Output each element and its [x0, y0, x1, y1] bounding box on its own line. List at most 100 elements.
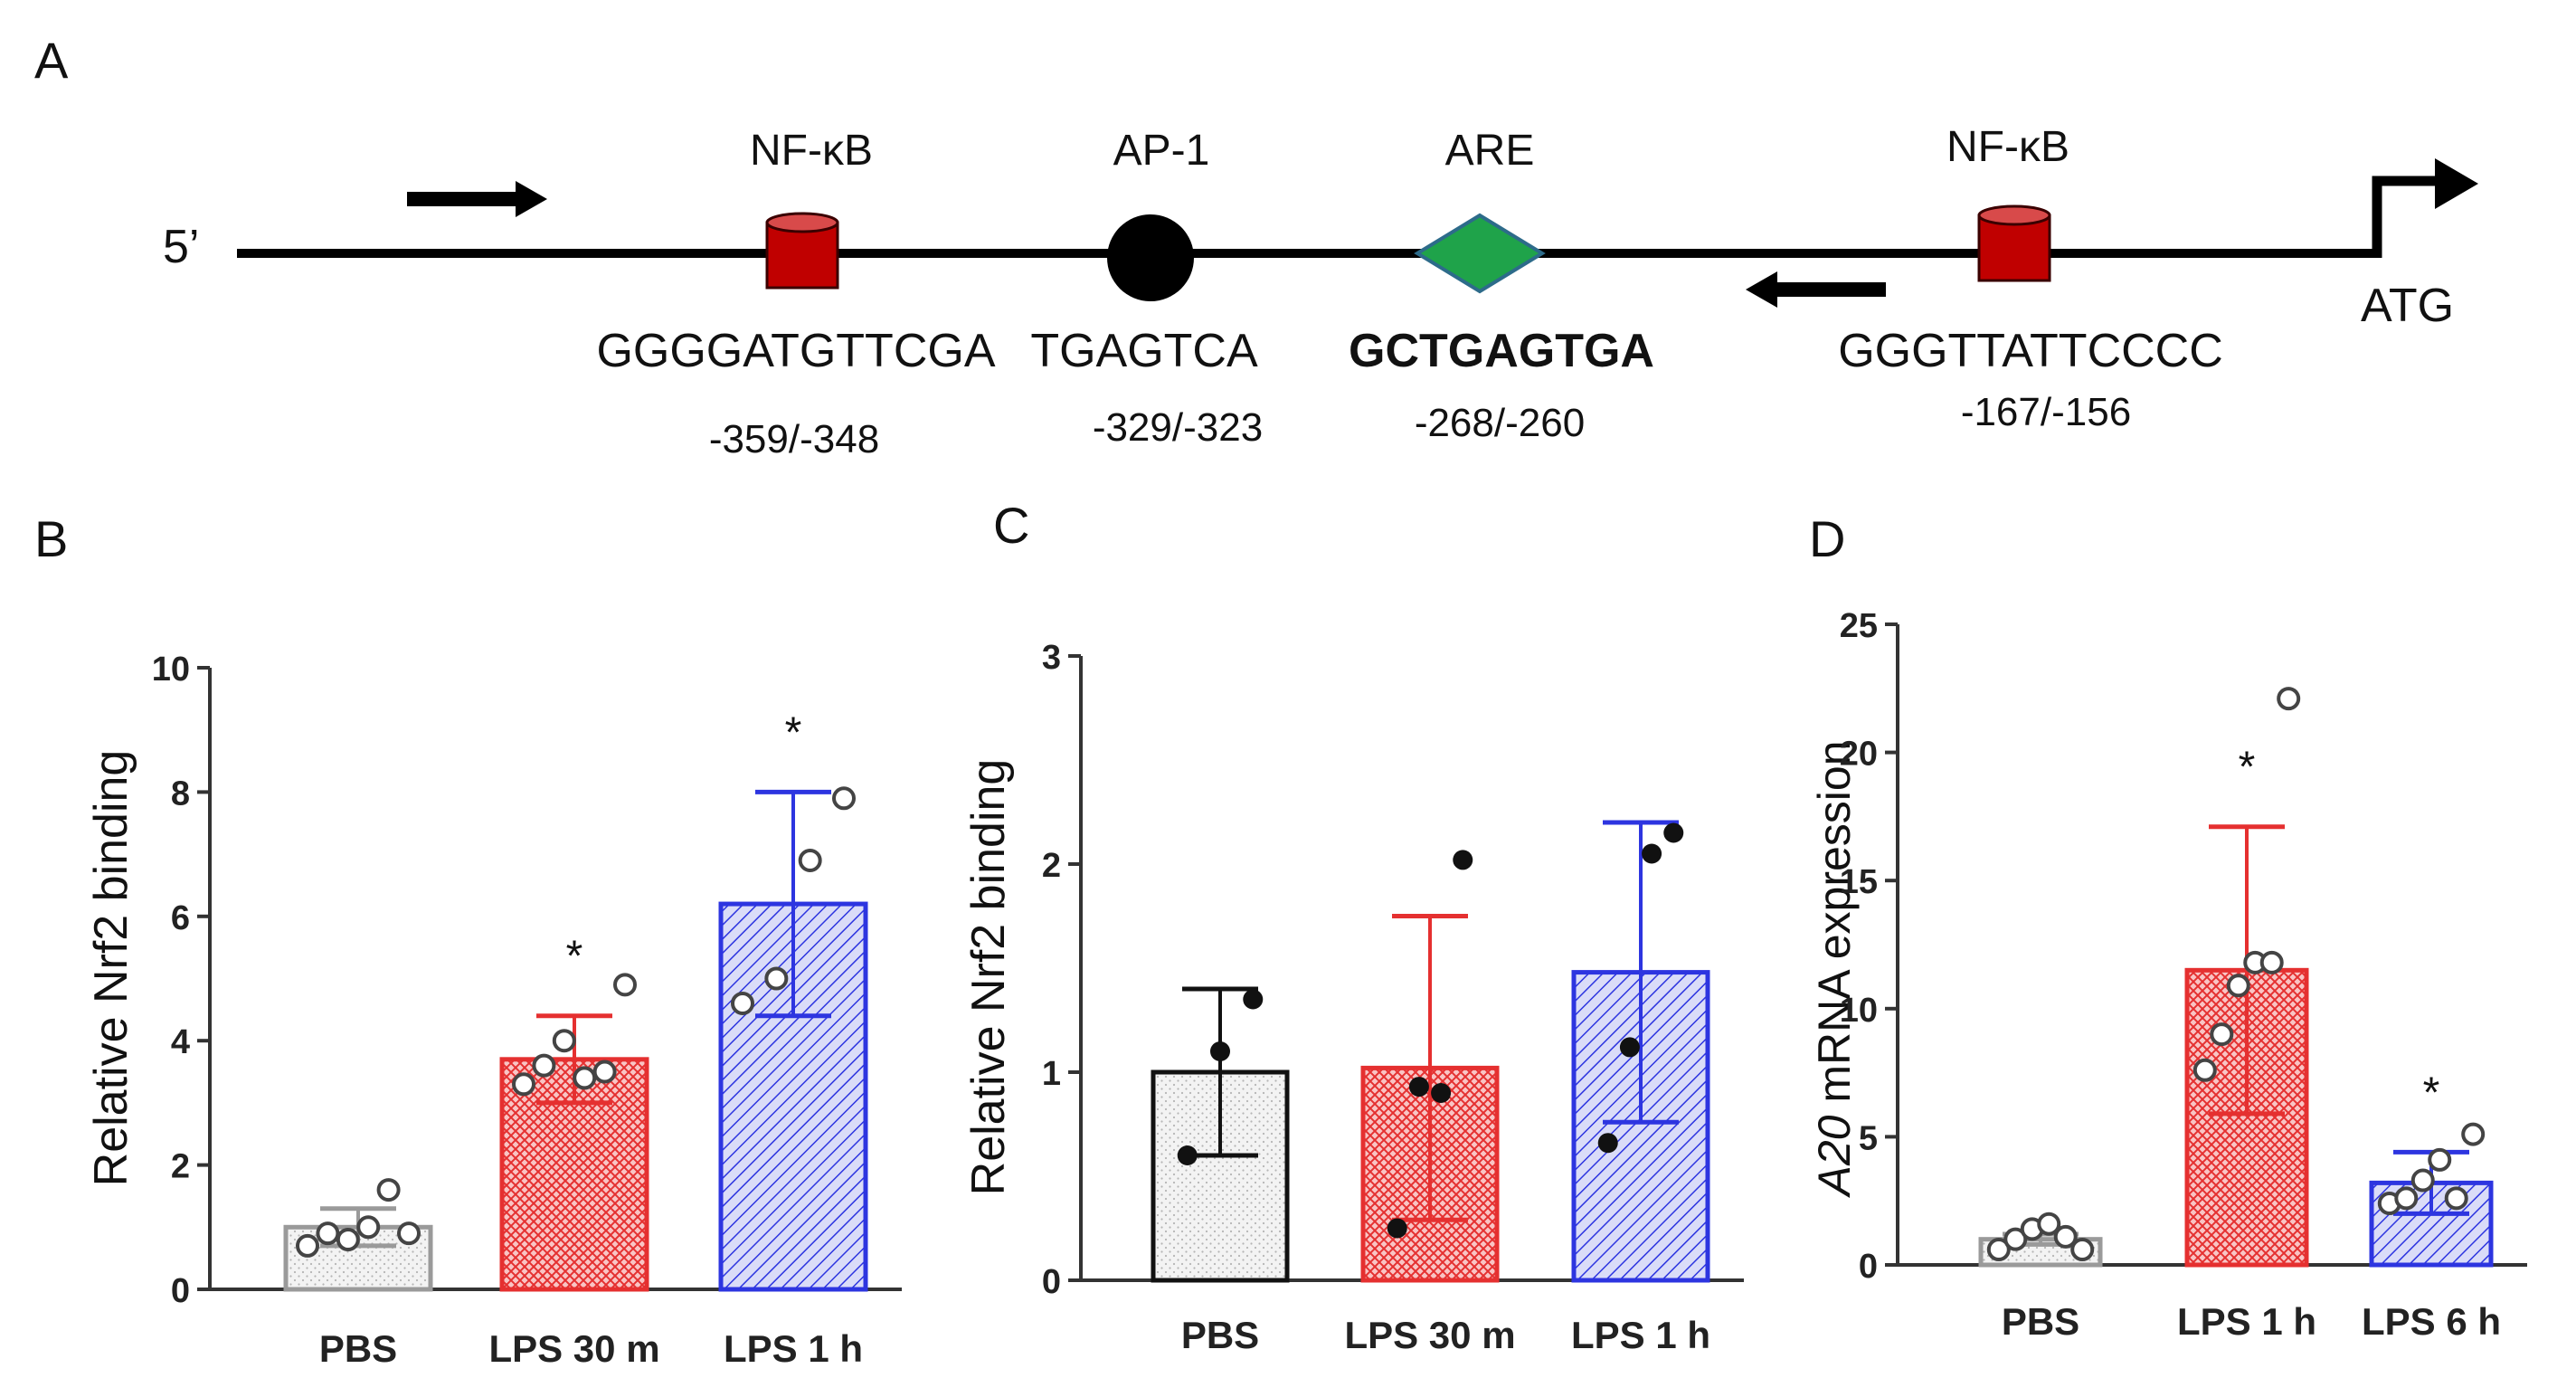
data-point [573, 1066, 597, 1090]
nfkb-site-2: NF-κB GGGTTATTCCCC -167/-156 [1838, 123, 2223, 434]
data-point [397, 1221, 421, 1246]
data-point [512, 1072, 535, 1097]
data-point [764, 966, 789, 991]
promoter-diagram: A 5’ ATG NF-κB GGGGATGTTCGA -359/-348 AP… [34, 32, 2478, 461]
data-point [1597, 1133, 1618, 1154]
five-prime-label: 5’ [163, 221, 199, 273]
data-point [2210, 1022, 2234, 1047]
panel-label-b: B [34, 510, 68, 567]
ap1-site: AP-1 TGAGTCA -329/-323 [1030, 127, 1263, 450]
x-tick-label: PBS [1181, 1314, 1259, 1356]
y-tick-label: 20 [1840, 736, 1878, 774]
y-axis-label: Relative Nrf2 binding [85, 750, 137, 1187]
y-tick-label: 10 [152, 651, 190, 689]
data-point [356, 1215, 381, 1240]
data-point [2053, 1224, 2078, 1249]
data-point [1619, 1037, 1640, 1058]
data-point [1453, 850, 1473, 870]
circle-icon [1107, 214, 1194, 301]
y-axis-label: Relative Nrf2 binding [962, 759, 1015, 1196]
data-point [376, 1178, 401, 1202]
data-point [336, 1228, 360, 1252]
data-point [592, 1060, 617, 1084]
data-point [1642, 843, 1662, 864]
site-position: -359/-348 [709, 417, 879, 461]
significance-star: * [2239, 744, 2256, 792]
site-name: ARE [1445, 127, 1535, 175]
x-tick-label: LPS 30 m [488, 1327, 659, 1370]
cylinder-top [1977, 204, 2051, 226]
nfkb-site-1: NF-κB GGGGATGTTCGA -359/-348 [596, 127, 995, 461]
data-point [1431, 1083, 1452, 1103]
site-sequence: TGAGTCA [1030, 325, 1258, 377]
data-point [731, 991, 754, 1015]
data-point [2277, 687, 2301, 711]
data-point [316, 1221, 340, 1246]
data-point [613, 973, 637, 997]
tss-arrowhead-icon [2435, 158, 2478, 209]
data-point [2003, 1227, 2028, 1251]
y-tick-label: 4 [171, 1023, 190, 1061]
are-site: ARE GCTGAGTGA -268/-260 [1349, 127, 1654, 445]
data-point [1210, 1041, 1230, 1061]
site-name: AP-1 [1113, 127, 1210, 175]
chart-d: A20 mRNA expression 0 5 10 15 20 25 PBS * LPS 1 … [1809, 607, 2527, 1343]
y-tick-label: 15 [1840, 863, 1878, 901]
atg-label: ATG [2361, 280, 2454, 332]
y-tick-label: 5 [1859, 1119, 1878, 1157]
significance-star: * [785, 708, 802, 756]
data-point [2226, 974, 2250, 998]
y-tick-label: 0 [1859, 1248, 1878, 1286]
y-tick-label: 8 [171, 775, 190, 813]
data-point [2428, 1147, 2452, 1172]
data-point [552, 1029, 576, 1053]
chart-b: Relative Nrf2 binding 0 2 4 6 8 10 PBS * LPS 30 … [85, 651, 902, 1370]
y-tick-label: 0 [171, 1272, 190, 1310]
y-axis-label-rest: mRNA expression [1809, 740, 1860, 1115]
x-tick-label: PBS [319, 1327, 397, 1370]
site-sequence: GGGGATGTTCGA [596, 325, 995, 377]
x-tick-label: LPS 6 h [2362, 1300, 2501, 1343]
data-point [1408, 1077, 1429, 1098]
data-point [1663, 822, 1684, 843]
diamond-icon [1414, 213, 1546, 294]
tss-arrow [2372, 176, 2442, 258]
y-tick-label: 2 [171, 1148, 190, 1186]
site-sequence: GCTGAGTGA [1349, 325, 1654, 377]
data-point [2410, 1168, 2435, 1193]
reverse-primer-arrow [1746, 271, 1886, 308]
data-point [2192, 1058, 2217, 1082]
site-position: -268/-260 [1415, 401, 1585, 445]
data-point [2461, 1122, 2486, 1146]
data-point [1243, 989, 1264, 1010]
y-tick-label: 2 [1042, 847, 1061, 885]
site-name: NF-κB [1946, 123, 2069, 171]
y-tick-label: 6 [171, 899, 190, 937]
y-tick-label: 1 [1042, 1055, 1061, 1093]
data-point [532, 1053, 556, 1078]
site-position: -329/-323 [1093, 405, 1263, 450]
data-point [2070, 1238, 2095, 1262]
y-tick-label: 25 [1840, 607, 1878, 645]
significance-star: * [2423, 1069, 2440, 1117]
chart-c: Relative Nrf2 binding 0 1 2 3 PBS LPS 30 m LPS… [962, 639, 1744, 1356]
x-tick-label: LPS 30 m [1344, 1314, 1515, 1356]
x-tick-label: LPS 1 h [2177, 1300, 2316, 1343]
site-sequence: GGGTTATTCCCC [1838, 325, 2223, 377]
cylinder-icon [765, 221, 839, 290]
data-point [1177, 1145, 1198, 1165]
site-position: -167/-156 [1961, 390, 2131, 434]
cylinder-icon [1977, 214, 2051, 282]
data-point [798, 848, 822, 872]
x-tick-label: PBS [2002, 1300, 2079, 1343]
data-point [1986, 1238, 2011, 1262]
site-name: NF-κB [750, 127, 873, 175]
data-point [296, 1233, 319, 1258]
cylinder-top [765, 212, 839, 233]
y-axis-label: A20 mRNA expression [1809, 740, 1860, 1198]
panel-label-c: C [993, 497, 1029, 554]
data-point [832, 786, 856, 811]
x-tick-label: LPS 1 h [1571, 1314, 1710, 1356]
panel-label-a: A [34, 32, 69, 89]
